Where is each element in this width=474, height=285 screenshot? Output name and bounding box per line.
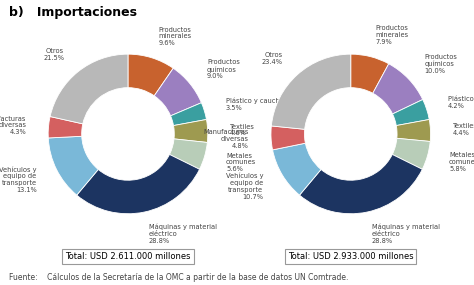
Wedge shape: [128, 54, 173, 96]
Wedge shape: [48, 136, 98, 195]
Text: Productos
minerales
9.6%: Productos minerales 9.6%: [158, 27, 191, 46]
Text: Vehículos y
equipo de
transporte
13.1%: Vehículos y equipo de transporte 13.1%: [0, 166, 36, 193]
Text: Plástico y caucho
3.5%: Plástico y caucho 3.5%: [226, 98, 283, 111]
Text: Total: USD 2.933.000 millones: Total: USD 2.933.000 millones: [288, 252, 414, 261]
Wedge shape: [154, 68, 201, 116]
Text: Total: USD 2.611.000 millones: Total: USD 2.611.000 millones: [65, 252, 191, 261]
Wedge shape: [373, 64, 423, 114]
Wedge shape: [396, 119, 430, 141]
Wedge shape: [351, 54, 389, 93]
Text: Manufacturas
diversas
4.8%: Manufacturas diversas 4.8%: [203, 129, 249, 149]
Text: b)   Importaciones: b) Importaciones: [9, 6, 137, 19]
Text: Productos
minerales
7.9%: Productos minerales 7.9%: [376, 25, 409, 45]
Wedge shape: [392, 138, 430, 169]
Wedge shape: [48, 117, 83, 138]
Wedge shape: [171, 103, 207, 126]
Text: Máquinas y material
eléctrico
28.8%: Máquinas y material eléctrico 28.8%: [372, 224, 440, 244]
Text: Otros
23.4%: Otros 23.4%: [261, 52, 282, 65]
Wedge shape: [271, 126, 305, 150]
Wedge shape: [392, 99, 429, 126]
Text: Textiles
4.6%: Textiles 4.6%: [230, 124, 255, 137]
Wedge shape: [50, 54, 128, 124]
Text: Otros
21.5%: Otros 21.5%: [43, 48, 64, 61]
Wedge shape: [271, 54, 351, 129]
Wedge shape: [273, 143, 321, 195]
Text: Fuente:    Cálculos de la Secretaría de la OMC a partir de la base de datos UN C: Fuente: Cálculos de la Secretaría de la …: [9, 273, 349, 282]
Text: Productos
químicos
9.0%: Productos químicos 9.0%: [207, 59, 240, 80]
Text: Máquinas y material
eléctrico
28.8%: Máquinas y material eléctrico 28.8%: [149, 224, 217, 244]
Text: Metales
comunes
5.8%: Metales comunes 5.8%: [449, 152, 474, 172]
Text: Plástico y caucho
4.2%: Plástico y caucho 4.2%: [448, 96, 474, 109]
Text: Textiles
4.4%: Textiles 4.4%: [453, 123, 474, 136]
Wedge shape: [173, 119, 208, 142]
Wedge shape: [300, 154, 422, 214]
Text: Productos
químicos
10.0%: Productos químicos 10.0%: [425, 54, 458, 74]
Wedge shape: [170, 139, 207, 169]
Wedge shape: [77, 154, 200, 214]
Text: Vehículos y
equipo de
transporte
10.7%: Vehículos y equipo de transporte 10.7%: [226, 173, 263, 200]
Text: Manufacturas
diversas
4.3%: Manufacturas diversas 4.3%: [0, 115, 26, 135]
Text: Metales
comunes
5.6%: Metales comunes 5.6%: [226, 153, 256, 172]
